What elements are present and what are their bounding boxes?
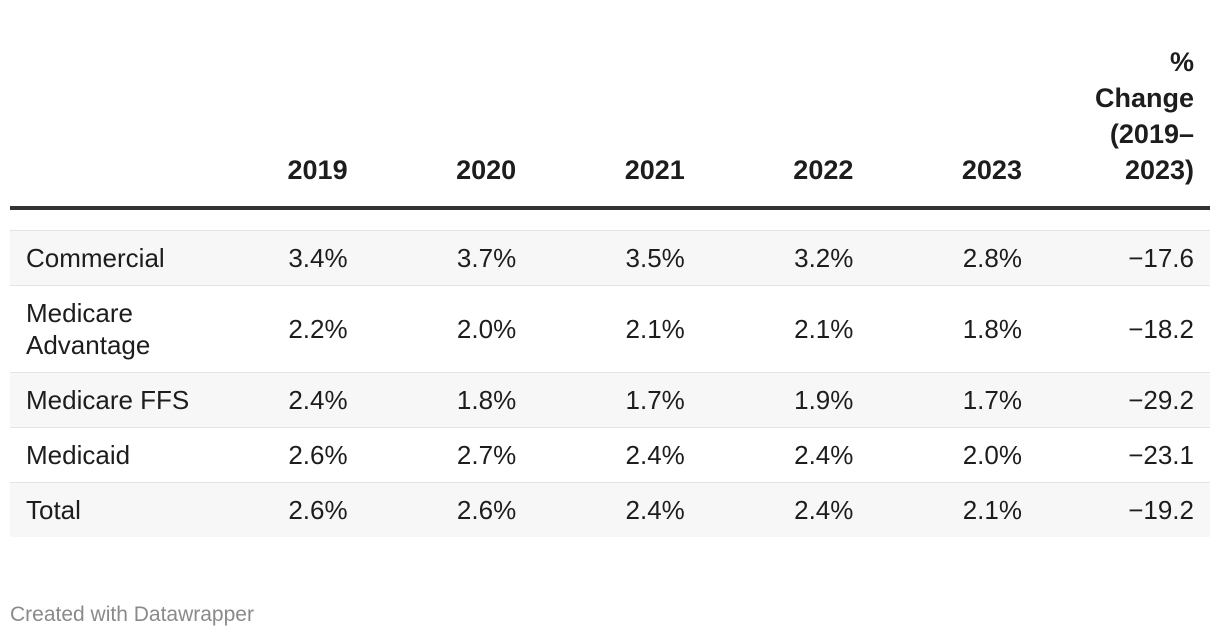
header-change-line: Change [1094,83,1194,113]
data-table: 2019 2020 2021 2022 2023 % Change (2019–… [10,44,1210,537]
table-row: Medicare FFS 2.4% 1.8% 1.7% 1.9% 1.7% −29.2 [10,372,1210,428]
cell-2020: 2.7% [363,427,533,483]
cell-2020: 1.8% [363,372,533,428]
cell-2021: 2.4% [532,427,701,483]
table-row: Total 2.6% 2.6% 2.4% 2.4% 2.1% −19.2 [10,482,1210,537]
cell-2021: 3.5% [532,230,701,286]
header-spacer-row [10,208,1210,231]
header-label-column[interactable] [10,44,195,210]
data-table-container: 2019 2020 2021 2022 2023 % Change (2019–… [10,44,1210,537]
header-year-2022[interactable]: 2022 [700,44,870,210]
cell-2023: 2.1% [869,482,1038,537]
row-label: Medicare Advantage [10,285,195,373]
cell-2022: 1.9% [700,372,870,428]
row-label: Medicare FFS [10,372,195,428]
table-row: Medicare Advantage 2.2% 2.0% 2.1% 2.1% 1.8% −1… [10,285,1210,373]
header-year-2019[interactable]: 2019 [195,44,364,210]
cell-percent-change: −23.1 [1037,427,1210,483]
cell-2019: 2.6% [195,482,364,537]
cell-2020: 2.0% [363,285,533,373]
header-change-line: (2019– [1109,119,1194,149]
header-change-line: % [1169,47,1194,77]
cell-2022: 2.4% [700,427,870,483]
cell-2020: 2.6% [363,482,533,537]
cell-percent-change: −19.2 [1037,482,1210,537]
cell-2022: 2.1% [700,285,870,373]
cell-2023: 1.7% [869,372,1038,428]
cell-2023: 2.0% [869,427,1038,483]
cell-2022: 2.4% [700,482,870,537]
header-year-2021[interactable]: 2021 [532,44,701,210]
cell-2021: 2.4% [532,482,701,537]
row-label: Total [10,482,195,537]
cell-2019: 2.2% [195,285,364,373]
row-label: Medicaid [10,427,195,483]
header-year-2023[interactable]: 2023 [869,44,1038,210]
header-percent-change[interactable]: % Change (2019– 2023) [1037,44,1210,210]
cell-2019: 2.4% [195,372,364,428]
cell-2021: 1.7% [532,372,701,428]
header-change-line: 2023) [1124,155,1194,185]
cell-percent-change: −17.6 [1037,230,1210,286]
cell-2022: 3.2% [700,230,870,286]
cell-percent-change: −29.2 [1037,372,1210,428]
table-header-row: 2019 2020 2021 2022 2023 % Change (2019–… [10,44,1210,210]
table-body: Commercial 3.4% 3.7% 3.5% 3.2% 2.8% −17.6 Medic… [10,208,1210,537]
cell-percent-change: −18.2 [1037,285,1210,373]
cell-2021: 2.1% [532,285,701,373]
table-row: Medicaid 2.6% 2.7% 2.4% 2.4% 2.0% −23.1 [10,427,1210,483]
cell-2020: 3.7% [363,230,533,286]
row-label: Commercial [10,230,195,286]
cell-2019: 2.6% [195,427,364,483]
cell-2023: 1.8% [869,285,1038,373]
datawrapper-credit[interactable]: Created with Datawrapper [10,603,254,626]
table-row: Commercial 3.4% 3.7% 3.5% 3.2% 2.8% −17.6 [10,230,1210,286]
cell-2023: 2.8% [869,230,1038,286]
header-year-2020[interactable]: 2020 [363,44,533,210]
cell-2019: 3.4% [195,230,364,286]
